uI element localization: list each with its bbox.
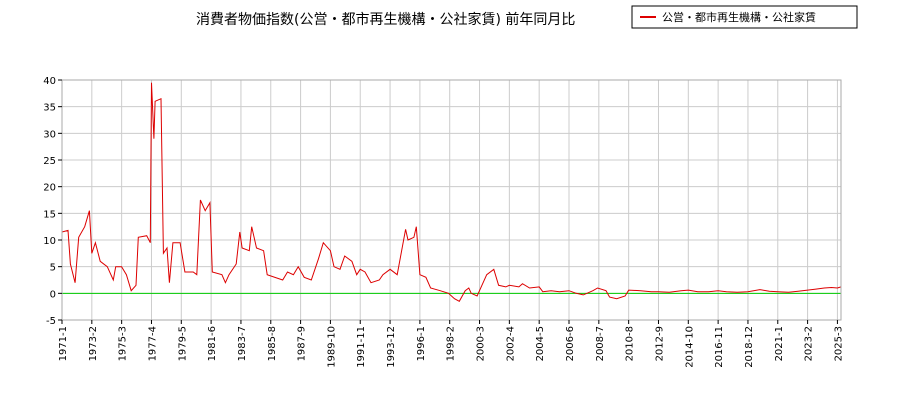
x-tick-label: 2010-8 [625, 326, 636, 361]
x-tick-label: 2025-3 [833, 326, 844, 361]
y-axis-ticks: -5 0 5 10 15 20 25 30 35 40 [43, 76, 62, 327]
x-tick-label: 2023-2 [804, 326, 815, 361]
y-tick-label: 5 [50, 263, 56, 274]
chart-title: 消費者物価指数(公営・都市再生機構・公社家賃) 前年同月比 [196, 11, 575, 28]
x-tick-label: 1971-1 [58, 326, 69, 361]
legend-label: 公営・都市再生機構・公社家賃 [662, 10, 816, 24]
x-tick-label: 2018-12 [744, 326, 755, 368]
y-tick-label: -5 [46, 316, 56, 327]
x-tick-label: 1998-2 [446, 326, 457, 361]
x-tick-label: 1985-8 [267, 326, 278, 361]
x-tick-label: 1993-12 [386, 326, 397, 368]
series-line [61, 82, 842, 302]
x-tick-label: 1977-4 [147, 326, 158, 361]
y-tick-label: 20 [43, 183, 56, 194]
legend: 公営・都市再生機構・公社家賃 [631, 5, 858, 29]
x-tick-label: 2008-7 [595, 326, 606, 361]
series-layer [61, 82, 842, 302]
y-tick-label: 0 [50, 289, 56, 300]
x-tick-label: 1975-3 [118, 326, 129, 361]
x-tick-label: 1983-7 [237, 326, 248, 361]
x-tick-label: 1981-6 [207, 326, 218, 361]
x-tick-label: 2016-11 [714, 326, 725, 368]
x-tick-label: 1973-2 [88, 326, 99, 361]
legend-box [631, 5, 858, 29]
plot-frame [61, 79, 842, 321]
x-tick-label: 2004-5 [535, 326, 546, 361]
x-tick-label: 2000-3 [476, 326, 487, 361]
y-tick-label: 10 [43, 236, 56, 247]
x-axis-ticks: 1971-1 1973-2 1975-3 1977-4 1979-5 1981-6 1983… [58, 320, 844, 368]
x-tick-label: 1987-9 [297, 326, 308, 361]
x-tick-label: 1996-1 [416, 326, 427, 361]
x-tick-label: 1991-11 [356, 326, 367, 368]
x-tick-label: 1989-10 [326, 326, 337, 368]
x-tick-label: 2006-6 [565, 326, 576, 361]
y-tick-label: 40 [43, 76, 56, 87]
x-tick-label: 2021-1 [774, 326, 785, 361]
x-tick-label: 2002-4 [505, 326, 516, 361]
x-tick-label: 2012-9 [654, 326, 665, 361]
x-tick-label: 2014-10 [684, 326, 695, 368]
y-tick-label: 25 [43, 156, 56, 167]
x-tick-label: 1979-5 [177, 326, 188, 361]
y-tick-label: 30 [43, 129, 56, 140]
y-tick-label: 15 [43, 209, 56, 220]
y-tick-label: 35 [43, 103, 56, 114]
